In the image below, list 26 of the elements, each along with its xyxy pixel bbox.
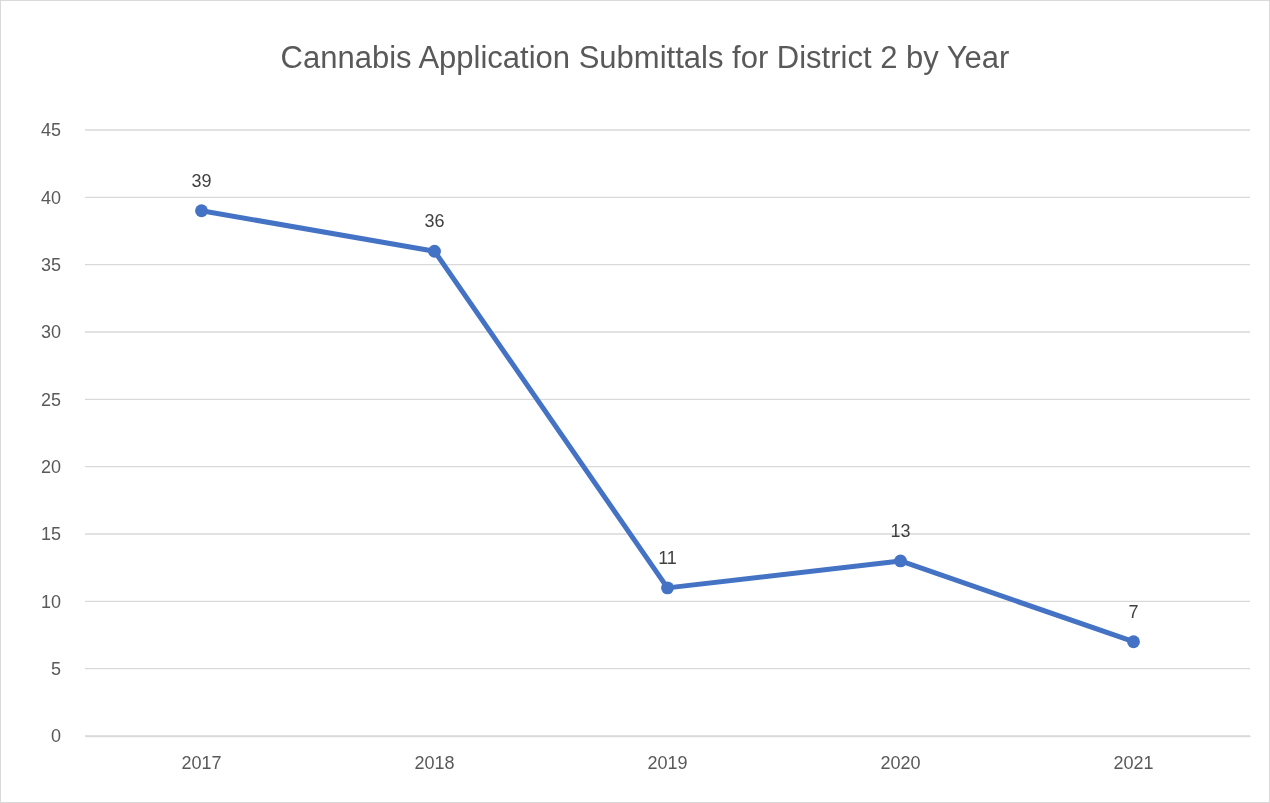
y-tick-label: 10 [40, 591, 61, 612]
data-label: 13 [890, 520, 911, 541]
data-label: 7 [1128, 601, 1139, 622]
x-tick-label: 2021 [1113, 752, 1154, 773]
point [195, 204, 208, 218]
x-tick-label: 2020 [880, 752, 921, 773]
y-tick-label: 15 [40, 524, 61, 545]
point [661, 581, 674, 595]
y-tick-label: 35 [40, 254, 61, 275]
y-tick-label: 45 [40, 120, 61, 141]
point [894, 554, 907, 568]
data-label: 39 [191, 170, 212, 191]
point [1127, 635, 1140, 649]
y-tick-label: 5 [50, 658, 61, 679]
data-label: 36 [424, 211, 445, 232]
point [428, 244, 441, 258]
x-tick-label: 2018 [414, 752, 455, 773]
data-label: 11 [658, 547, 677, 568]
y-tick-label: 20 [40, 456, 61, 477]
chart-title: Cannabis Application Submittals for District 2 by Year [280, 40, 1010, 75]
y-tick-label: 40 [40, 187, 61, 208]
x-tick-label: 2017 [181, 752, 222, 773]
y-tick-label: 25 [40, 389, 61, 410]
y-tick-label: 0 [50, 726, 61, 747]
x-tick-label: 2019 [647, 752, 688, 773]
y-tick-label: 30 [40, 322, 61, 343]
